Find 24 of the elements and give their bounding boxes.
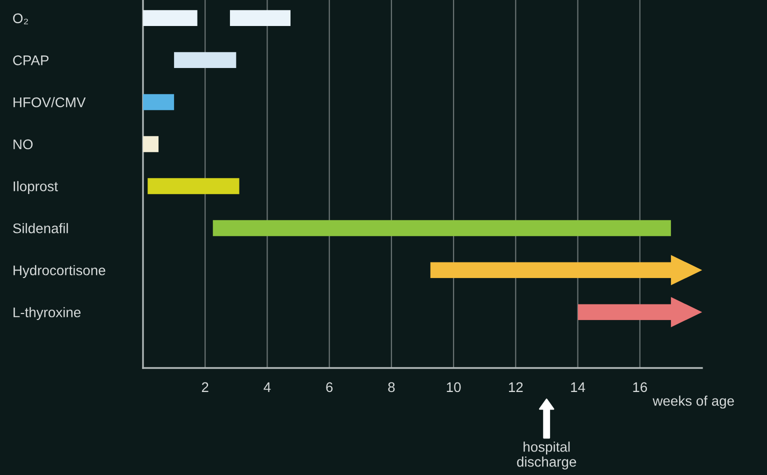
- bar: [143, 136, 159, 152]
- y-tick-label: NO: [14, 139, 33, 150]
- x-tick-label: 12: [509, 382, 523, 392]
- y-tick-label: O₂: [13, 13, 28, 24]
- y-tick-label: CPAP: [13, 55, 49, 66]
- bar: [212, 220, 671, 236]
- x-axis-title: weeks of age: [652, 396, 734, 409]
- y-tick-label: Sildenafil: [13, 223, 68, 234]
- y-tick-label: L-thyroxine: [14, 307, 81, 320]
- text: hospital discharge: [517, 442, 576, 470]
- x-tick-label: 16: [633, 382, 648, 392]
- y-tick-label: Hydrocortisone: [14, 265, 106, 278]
- x-tick-label: 4: [264, 382, 271, 392]
- bar: [230, 10, 291, 26]
- x-tick-label: 14: [571, 382, 586, 392]
- y-tick-label: Iloprost: [14, 181, 58, 194]
- bar: [143, 94, 174, 110]
- x-tick-label: 8: [388, 382, 395, 392]
- x-tick-label: 2: [202, 382, 208, 392]
- bar: [148, 178, 240, 194]
- bar: [174, 52, 236, 68]
- x-tick-label: 10: [446, 382, 461, 392]
- y-tick-label: HFOV/CMV: [14, 97, 86, 108]
- x-tick-label: 6: [326, 382, 333, 392]
